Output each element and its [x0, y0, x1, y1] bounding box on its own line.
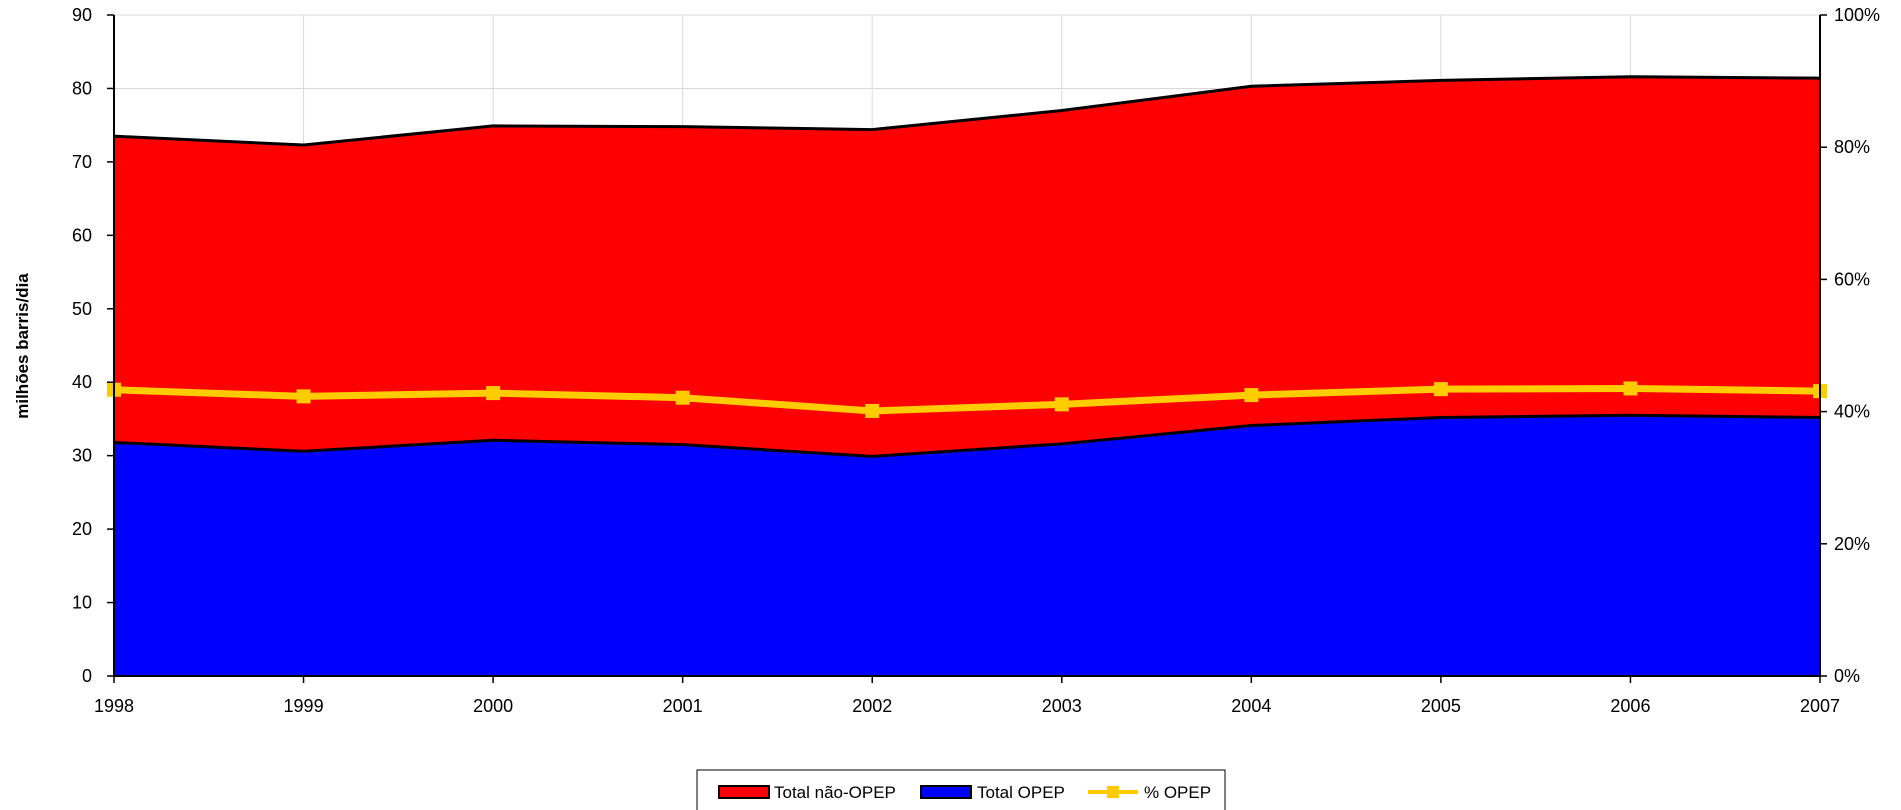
legend-swatch	[920, 785, 972, 799]
y-tick-label: 60	[72, 225, 92, 245]
x-tick-label: 2002	[852, 696, 892, 716]
y-tick-label: 20	[72, 519, 92, 539]
legend: Total não-OPEP Total OPEP % OPEP	[696, 769, 1226, 810]
marker-pct-opep	[296, 389, 311, 404]
marker-pct-opep	[1244, 388, 1259, 403]
x-tick-label: 2001	[663, 696, 703, 716]
y2-tick-label: 40%	[1834, 402, 1870, 422]
marker-pct-opep	[1054, 397, 1069, 412]
outline-total-opep	[113, 413, 1821, 458]
x-tick-label: 2004	[1231, 696, 1271, 716]
x-tick-label: 1998	[94, 696, 134, 716]
marker-pct-opep	[675, 390, 690, 405]
axes	[107, 14, 1827, 683]
plot-areas	[113, 75, 1821, 676]
y-tick-label: 30	[72, 446, 92, 466]
x-tick-label: 2000	[473, 696, 513, 716]
percentage-line	[107, 381, 1827, 418]
legend-label: Total não-OPEP	[774, 783, 896, 802]
y2-tick-label: 20%	[1834, 534, 1870, 554]
marker-pct-opep	[865, 403, 880, 418]
x-tick-label: 2007	[1800, 696, 1840, 716]
x-tick-label: 2005	[1421, 696, 1461, 716]
area-total-nao-opep	[114, 76, 1820, 457]
legend-label: % OPEP	[1144, 783, 1211, 802]
y2-tick-label: 100%	[1834, 5, 1880, 25]
legend-marker-pct-opep	[1107, 786, 1119, 798]
legend-label: Total OPEP	[977, 783, 1065, 802]
x-tick-label: 1999	[284, 696, 324, 716]
marker-pct-opep	[1623, 381, 1638, 396]
y-axis-title: milhões barris/dia	[13, 273, 32, 419]
y-tick-label: 70	[72, 152, 92, 172]
tick-labels: 0 10 20 30 40 50 60 70 80 90 0% 20% 40% 60% 80% 100% 199…	[72, 5, 1880, 716]
y-tick-label: 10	[72, 593, 92, 613]
y-tick-label: 80	[72, 78, 92, 98]
legend-swatch	[718, 785, 770, 799]
y2-tick-label: 80%	[1834, 137, 1870, 157]
outline-total-nao-opep	[113, 75, 1821, 147]
y-tick-label: 0	[82, 666, 92, 686]
area-total-opep	[114, 415, 1820, 676]
y2-tick-label: 0%	[1834, 666, 1860, 686]
y-tick-label: 50	[72, 299, 92, 319]
x-tick-label: 2003	[1042, 696, 1082, 716]
x-tick-label: 2006	[1610, 696, 1650, 716]
marker-pct-opep	[1433, 382, 1448, 397]
line-pct-opep	[113, 384, 1821, 415]
y2-tick-label: 60%	[1834, 269, 1870, 289]
y-tick-label: 40	[72, 372, 92, 392]
marker-pct-opep	[486, 386, 501, 401]
y-tick-label: 90	[72, 5, 92, 25]
